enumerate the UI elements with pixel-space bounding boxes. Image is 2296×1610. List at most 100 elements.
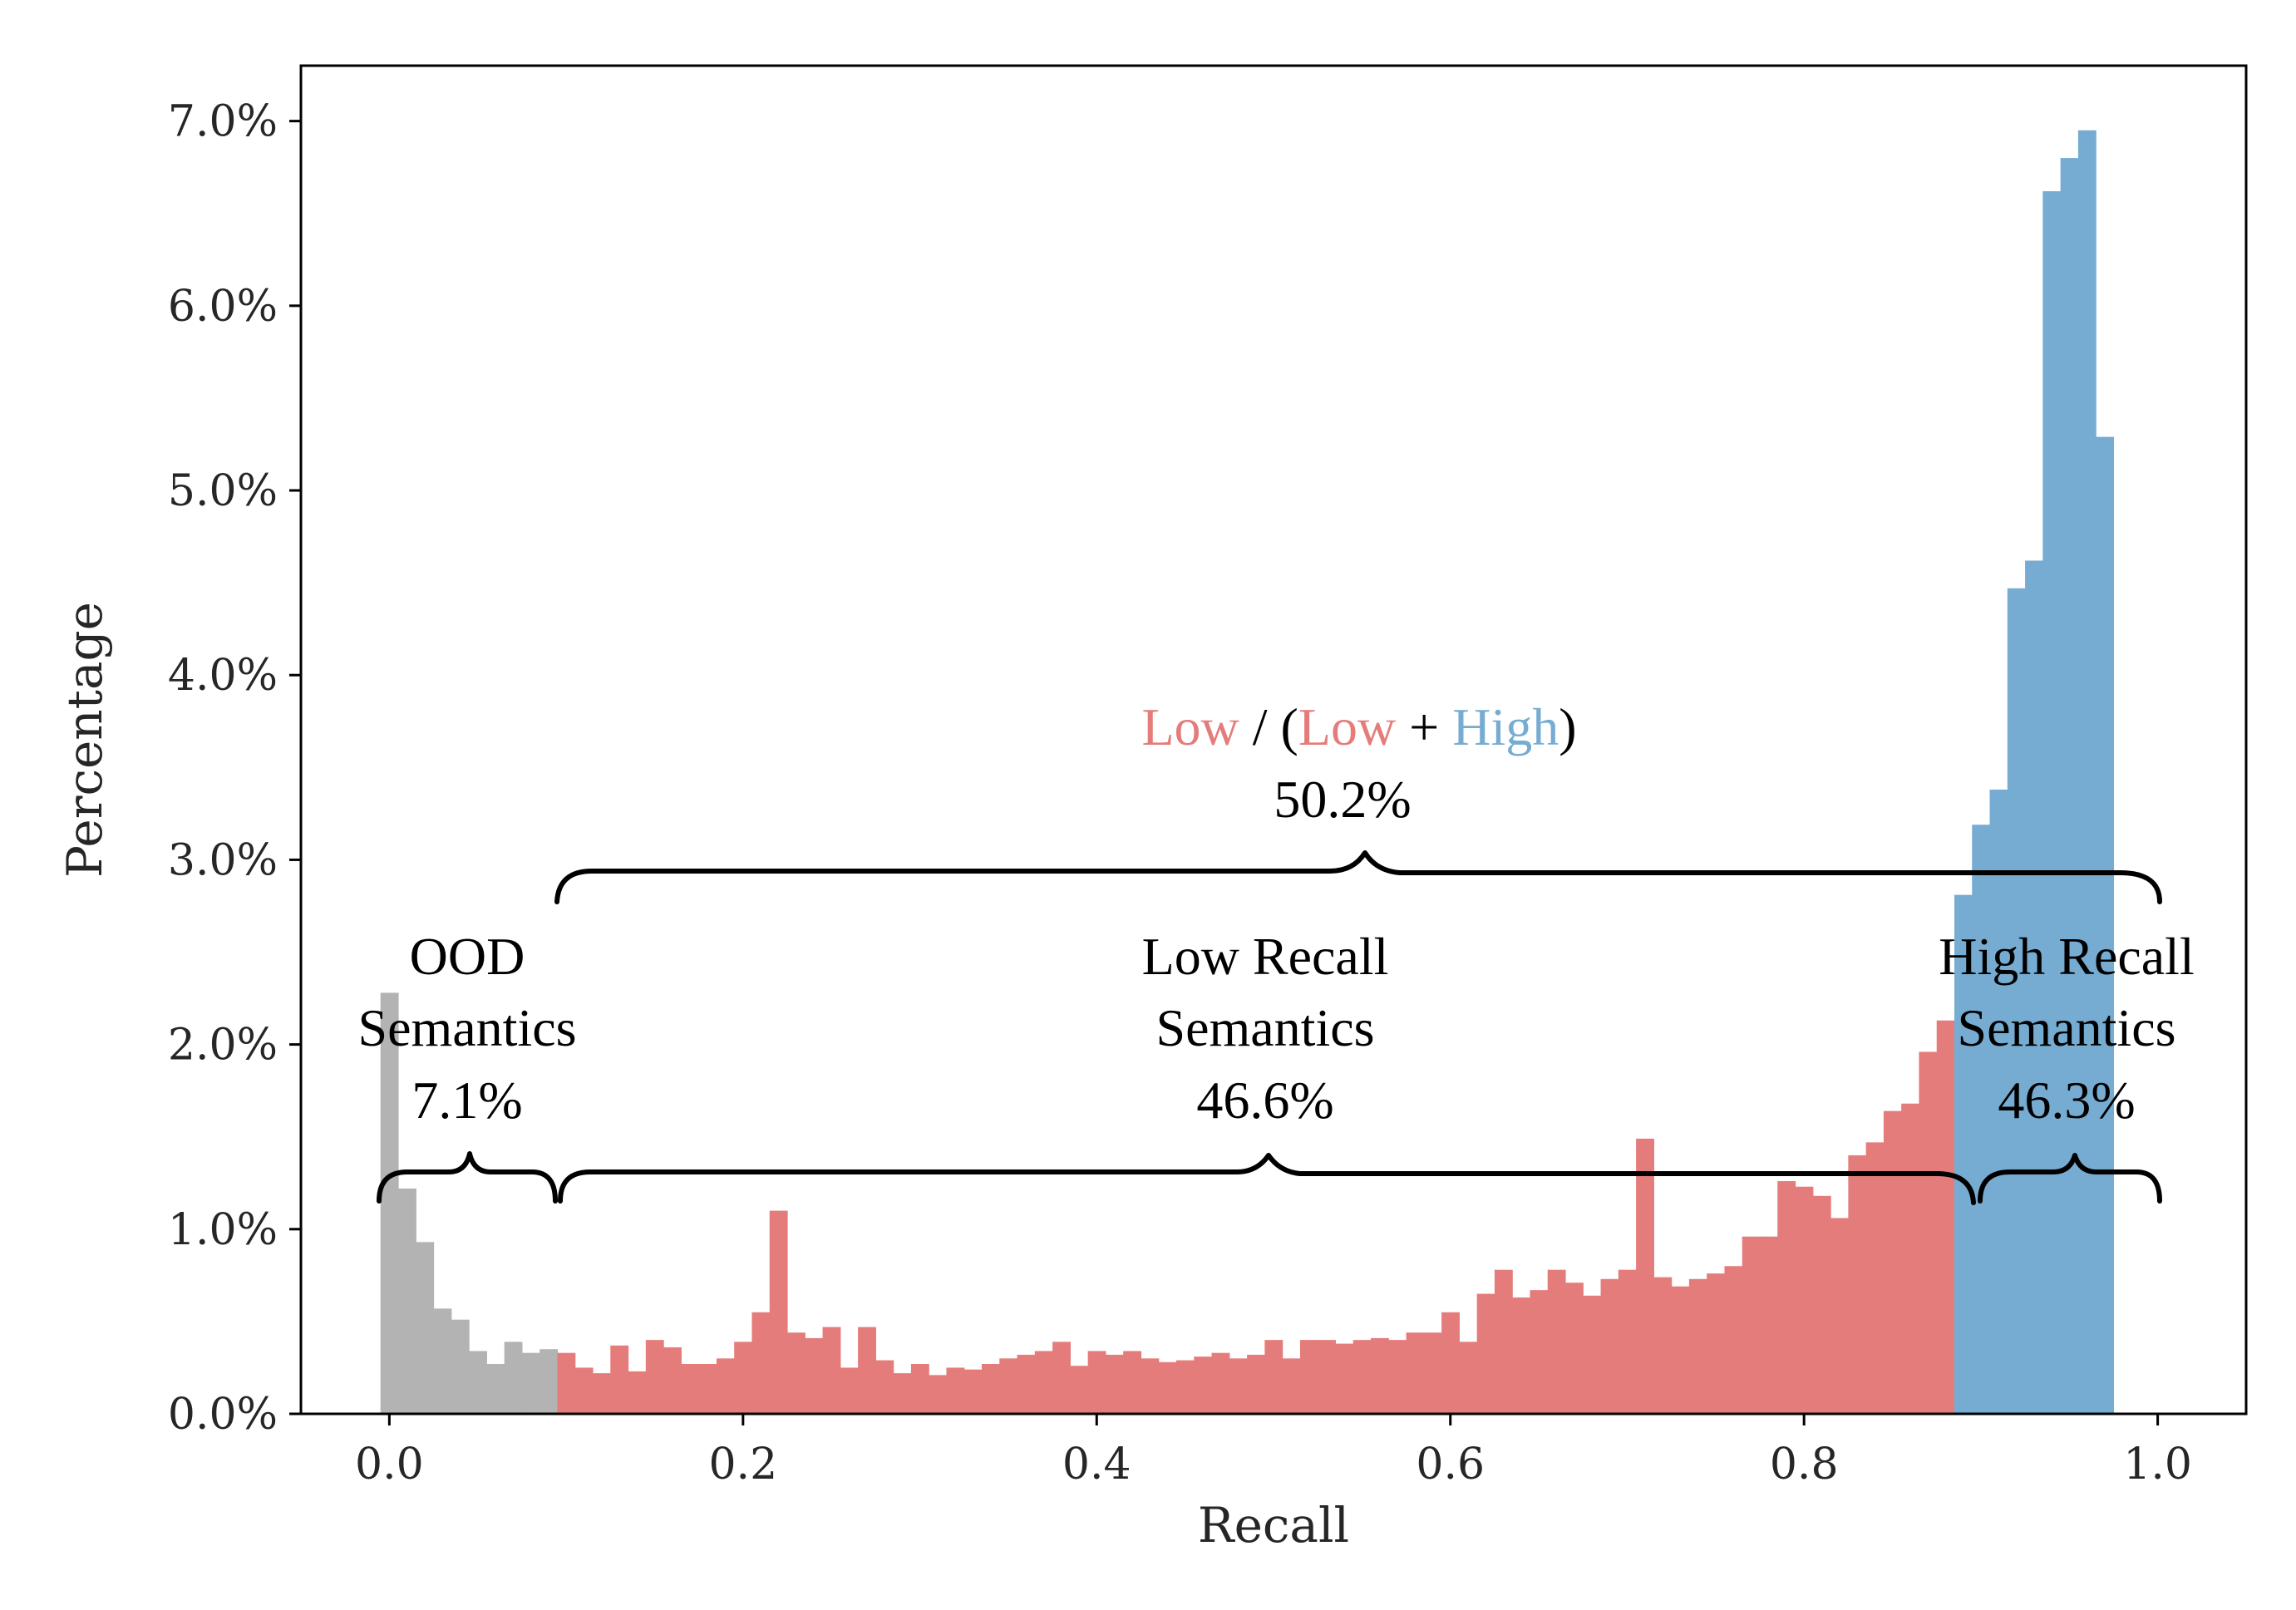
histogram-bar: [1901, 1103, 1920, 1414]
x-axis-label: Recall: [1198, 1497, 1349, 1553]
histogram-bar: [1760, 1236, 1778, 1414]
histogram-bar: [486, 1364, 505, 1414]
histogram-bar: [716, 1358, 735, 1414]
histogram-bar: [1724, 1266, 1743, 1414]
histogram-bar: [1618, 1269, 1637, 1414]
high-recall-brace: [1978, 1153, 2162, 1204]
histogram-bar: [628, 1371, 647, 1414]
histogram-bar: [1972, 825, 1991, 1414]
histogram-bar: [999, 1358, 1018, 1414]
histogram-bar: [1194, 1356, 1213, 1414]
x-tick-label: 0.4: [1062, 1440, 1131, 1489]
histogram-bar: [734, 1342, 753, 1414]
histogram-bar: [1158, 1361, 1177, 1414]
histogram-bar: [1777, 1181, 1796, 1414]
high-recall-label-line1: High Recall: [1939, 927, 2194, 986]
histogram-bar: [1264, 1340, 1283, 1414]
histogram-bar: [1688, 1278, 1707, 1414]
histogram-bar: [1105, 1354, 1124, 1414]
ood-brace: [377, 1151, 558, 1204]
histogram-bar: [1352, 1340, 1372, 1414]
histogram-bar: [1530, 1290, 1549, 1414]
x-tick-label: 0.8: [1770, 1440, 1839, 1489]
ood-percent: 7.1%: [411, 1071, 522, 1130]
histogram-bar: [1229, 1358, 1248, 1414]
histogram-bar: [1034, 1351, 1053, 1414]
y-tick-label: 2.0%: [168, 1021, 278, 1071]
histogram-bar: [822, 1327, 841, 1414]
histogram-bar: [1494, 1269, 1513, 1414]
histogram-bar: [1830, 1218, 1849, 1414]
y-axis-label: Percentage: [57, 602, 113, 878]
histogram-bar: [593, 1373, 611, 1414]
ratio-sep-1: / (: [1239, 697, 1298, 756]
low-recall-percent: 46.6%: [1196, 1071, 1333, 1130]
histogram-bar: [1123, 1351, 1142, 1414]
histogram-bar: [2007, 588, 2026, 1414]
plot-frame: [299, 64, 2248, 1416]
histogram-bar: [963, 1369, 983, 1414]
histogram-bar: [2096, 436, 2115, 1414]
histogram-bar: [1583, 1295, 1602, 1414]
histogram-bar: [858, 1327, 876, 1414]
x-tick-label: 0.6: [1416, 1440, 1485, 1489]
histogram-bar: [1954, 894, 1973, 1414]
histogram-bar: [1070, 1366, 1089, 1414]
y-tick-label: 5.0%: [168, 466, 278, 516]
histogram-bar: [698, 1364, 717, 1414]
histogram-bar: [1512, 1297, 1531, 1414]
histogram-bar: [2060, 158, 2079, 1415]
histogram-bar: [398, 1188, 416, 1414]
ood-label-line2: Semantics: [357, 998, 576, 1057]
low-recall-brace: [558, 1153, 1976, 1205]
histogram-bar: [2042, 191, 2062, 1415]
histogram-bar: [1671, 1286, 1690, 1414]
histogram-bar: [1653, 1277, 1673, 1414]
histogram-bar: [663, 1347, 682, 1414]
histogram-bar: [1371, 1337, 1389, 1414]
histogram-bar: [1441, 1312, 1460, 1414]
y-tick-label: 0.0%: [168, 1390, 278, 1440]
histogram-bar: [380, 992, 399, 1414]
histogram-bar: [1176, 1360, 1195, 1414]
histogram-bar: [1141, 1358, 1160, 1414]
ratio-sep-2: +: [1396, 697, 1452, 756]
histogram-bar: [1459, 1342, 1478, 1414]
histogram-bar: [1919, 1051, 1938, 1414]
low-recall-label-line2: Semantics: [1155, 998, 1374, 1057]
histogram-bar: [982, 1364, 1000, 1414]
histogram-bar: [2025, 560, 2043, 1414]
histogram-bar: [540, 1349, 559, 1414]
histogram-bar: [1476, 1293, 1495, 1414]
histogram-bar: [1848, 1155, 1867, 1414]
ratio-value: 50.2%: [1274, 770, 1411, 829]
histogram-bar: [1812, 1195, 1831, 1414]
ratio-annotation: Low / (Low + High): [1141, 697, 1576, 756]
histogram-bar: [1883, 1110, 1902, 1414]
histogram-bar: [1936, 1020, 1955, 1414]
histogram-bar: [416, 1242, 435, 1414]
histogram-bar: [1211, 1352, 1230, 1414]
histogram-bar: [840, 1367, 859, 1414]
ratio-low-2: Low: [1298, 697, 1396, 756]
x-tick-label: 1.0: [2123, 1440, 2192, 1489]
histogram-bar: [1052, 1342, 1071, 1414]
x-tick-label: 0.2: [708, 1440, 777, 1489]
histogram-bar: [1318, 1340, 1337, 1414]
histogram-bar: [1299, 1340, 1318, 1414]
histogram-bar: [557, 1352, 576, 1414]
y-tick-label: 1.0%: [168, 1205, 278, 1255]
histogram-bar: [910, 1364, 929, 1414]
histogram-bar: [1017, 1354, 1036, 1414]
histogram-bar: [893, 1373, 912, 1414]
y-tick-label: 3.0%: [168, 835, 278, 885]
high-recall-percent: 46.3%: [1998, 1071, 2135, 1130]
low-over-total-brace: [554, 850, 2162, 904]
histogram-bar: [681, 1364, 700, 1414]
histogram-bar: [1865, 1142, 1885, 1414]
histogram-bar: [751, 1312, 771, 1414]
ratio-high: High: [1452, 697, 1559, 756]
histogram-bar: [929, 1375, 948, 1414]
histogram-bar: [1707, 1273, 1726, 1414]
